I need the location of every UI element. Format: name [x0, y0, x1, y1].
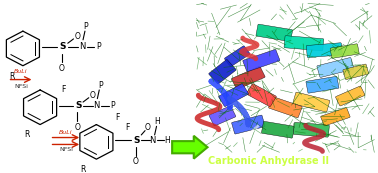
Text: N: N — [150, 136, 156, 145]
FancyBboxPatch shape — [336, 86, 365, 106]
Text: BuLi: BuLi — [59, 130, 73, 135]
Text: S: S — [133, 136, 140, 145]
FancyBboxPatch shape — [232, 115, 265, 134]
Text: S: S — [75, 101, 82, 110]
Text: P: P — [110, 101, 115, 110]
Text: F: F — [115, 113, 119, 122]
Text: F: F — [126, 123, 130, 132]
FancyBboxPatch shape — [321, 108, 350, 126]
FancyBboxPatch shape — [343, 64, 369, 80]
Text: S: S — [60, 42, 66, 51]
Text: H: H — [155, 117, 160, 126]
FancyBboxPatch shape — [293, 92, 330, 112]
Text: P: P — [96, 42, 101, 51]
Text: O: O — [133, 157, 138, 166]
Text: O: O — [74, 32, 80, 41]
Text: BuLi: BuLi — [14, 69, 28, 74]
Text: O: O — [145, 123, 150, 132]
Text: N: N — [79, 42, 85, 51]
FancyBboxPatch shape — [218, 84, 248, 107]
Text: R: R — [9, 72, 14, 81]
FancyArrow shape — [172, 136, 208, 159]
Text: N: N — [93, 101, 99, 110]
FancyBboxPatch shape — [246, 84, 276, 107]
Text: R: R — [81, 165, 86, 173]
Text: P: P — [84, 22, 88, 31]
Text: H: H — [164, 136, 170, 145]
Text: R: R — [24, 130, 29, 139]
FancyBboxPatch shape — [293, 122, 329, 137]
FancyBboxPatch shape — [306, 43, 342, 58]
FancyBboxPatch shape — [232, 66, 265, 89]
FancyBboxPatch shape — [306, 76, 339, 93]
FancyBboxPatch shape — [262, 121, 294, 138]
Text: O: O — [90, 91, 96, 100]
Text: O: O — [74, 123, 80, 132]
Text: NFSi: NFSi — [14, 84, 28, 89]
Text: Carbonic Anhydrase II: Carbonic Anhydrase II — [208, 156, 328, 166]
FancyBboxPatch shape — [243, 49, 280, 72]
Text: NFSi: NFSi — [59, 147, 73, 152]
FancyBboxPatch shape — [317, 58, 354, 77]
Text: F: F — [61, 85, 65, 94]
FancyBboxPatch shape — [209, 60, 236, 84]
FancyBboxPatch shape — [330, 44, 359, 58]
FancyBboxPatch shape — [225, 46, 250, 67]
FancyBboxPatch shape — [209, 106, 236, 126]
Text: O: O — [59, 64, 65, 73]
FancyBboxPatch shape — [284, 36, 324, 51]
FancyBboxPatch shape — [256, 24, 293, 42]
Text: P: P — [98, 81, 102, 90]
FancyBboxPatch shape — [269, 97, 302, 118]
